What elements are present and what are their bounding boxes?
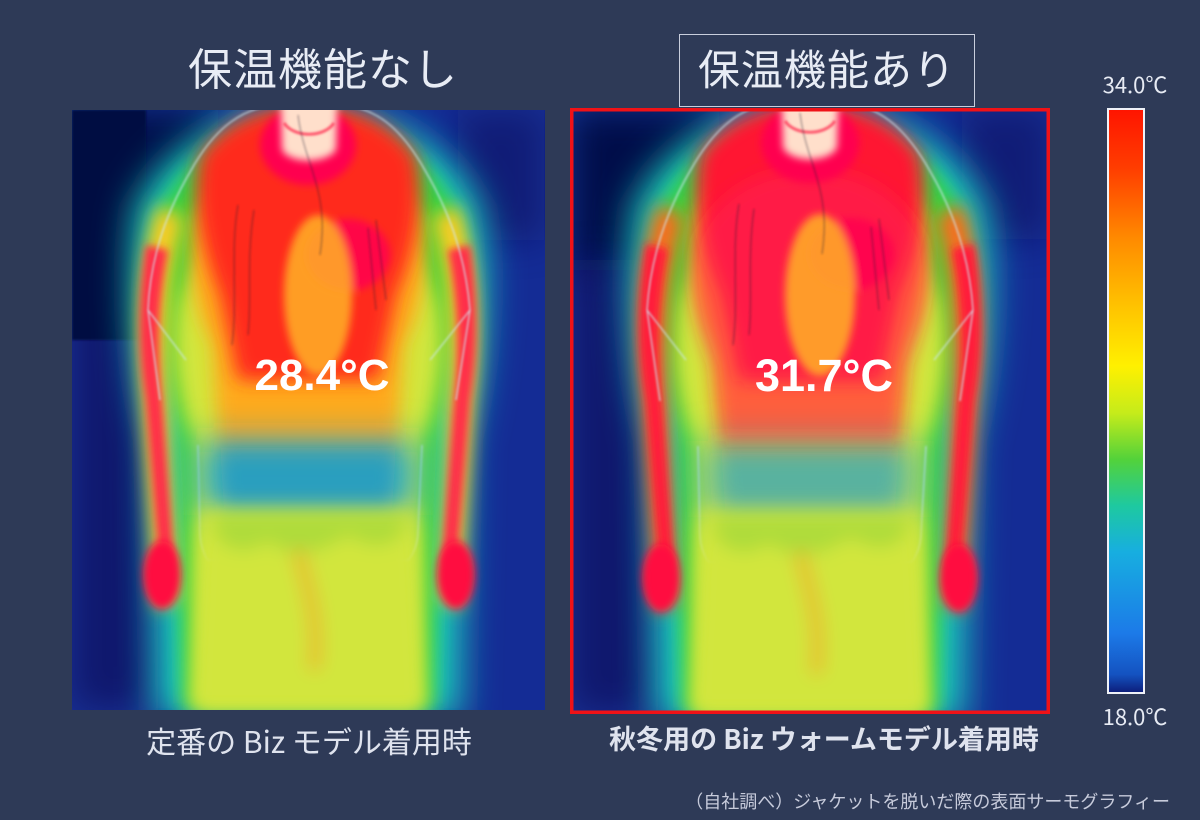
svg-text:31.7°C: 31.7°C [755, 350, 893, 401]
svg-text:28.4°C: 28.4°C [254, 351, 389, 400]
